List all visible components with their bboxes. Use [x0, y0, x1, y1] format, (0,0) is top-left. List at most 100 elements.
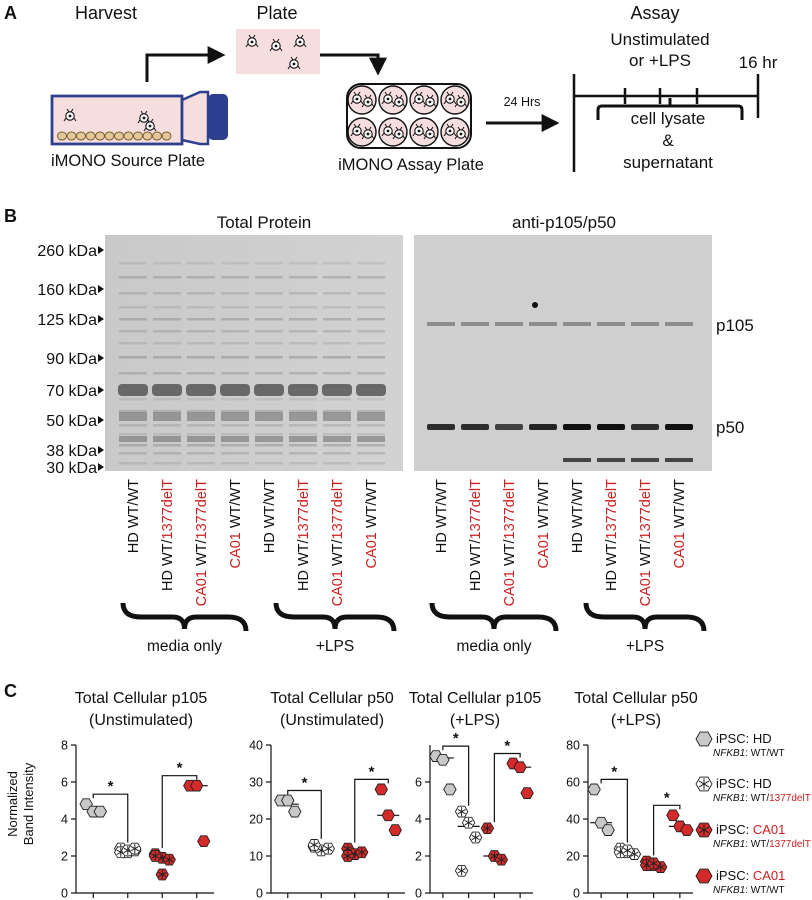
legend: iPSC: HD NFKB1: WT/WT iPSC: HD NFKB1: WT/13… — [695, 731, 811, 896]
gel-band — [221, 318, 249, 321]
brace-icon — [583, 602, 707, 632]
gel-band — [187, 412, 215, 421]
y-tick-label: 80 — [566, 739, 580, 753]
gel-band — [221, 262, 249, 265]
scatter-chart: Total Cellular p105 (+LPS) 0 2 4 6 * * — [409, 690, 542, 900]
gel-band — [221, 372, 249, 375]
p50-band — [631, 424, 659, 430]
gel-band-major — [356, 384, 386, 396]
legend-genotype: NFKB1: WT/WT — [713, 748, 785, 759]
lane-label: CA01 WT/WT — [536, 479, 552, 569]
gel-band — [289, 424, 317, 427]
legend-label: iPSC: CA01 — [716, 868, 785, 883]
data-point — [197, 835, 211, 848]
lane-label: HD WT/1377delT — [296, 479, 312, 591]
adherent-cell-icon — [85, 131, 96, 141]
gel-band — [153, 306, 181, 309]
brace-label: +LPS — [626, 638, 664, 655]
y-tick-label: 4 — [61, 813, 68, 827]
significance-bracket — [161, 775, 198, 849]
panel-c: C Normalized Band Intensity Total Cellul… — [4, 681, 811, 900]
lane-label: HD WT/WT — [262, 479, 278, 553]
significance-star: * — [108, 778, 114, 795]
data-point — [461, 816, 476, 829]
total-protein-title: Total Protein — [217, 213, 312, 232]
gel-band — [119, 398, 147, 401]
scatter-chart: Total Cellular p50 (Unstimulated) 0 10 20 30 4… — [249, 690, 405, 900]
p105-band — [427, 322, 455, 326]
p50-band — [461, 424, 489, 430]
cell-icon — [269, 38, 283, 52]
marker-triangle-icon — [98, 246, 104, 254]
p50-band — [563, 424, 591, 430]
gel-band — [153, 433, 181, 436]
gel-band — [323, 412, 351, 421]
gel-band — [255, 262, 283, 265]
cell-icon — [361, 126, 375, 140]
gel-band — [153, 292, 181, 295]
significance-bracket — [287, 789, 322, 839]
scatter-chart: Total Cellular p50 (+LPS) 0 20 40 60 80 * * — [566, 690, 698, 900]
gel-band — [119, 412, 147, 421]
cell-icon — [361, 94, 375, 108]
gel-band — [119, 452, 147, 455]
adherent-cell-icon — [66, 131, 77, 141]
assay-label: Assay — [630, 3, 679, 23]
data-point — [468, 831, 483, 844]
lane-label: HD WT/WT — [434, 479, 450, 553]
western-blot-gel — [414, 235, 712, 471]
gel-band — [289, 372, 317, 375]
scatter-chart: Total Cellular p105 (Unstimulated) 0 2 4 6 8 * * — [61, 690, 214, 900]
gel-band — [221, 433, 249, 436]
brace-label: media only — [457, 638, 532, 655]
gel-band — [187, 306, 215, 309]
gel-band-major — [322, 384, 352, 396]
gel-band — [221, 410, 249, 413]
legend-label: iPSC: HD — [716, 776, 772, 791]
gel-band — [221, 330, 249, 333]
gel-band — [289, 452, 317, 455]
gel-band-major — [152, 384, 182, 396]
gel-band — [119, 433, 147, 436]
gel-band — [187, 452, 215, 455]
data-point — [454, 805, 469, 818]
y-tick-label: 0 — [573, 887, 580, 900]
brace-icon — [429, 602, 559, 632]
significance-star: * — [302, 775, 308, 792]
gel-band — [187, 398, 215, 401]
gel-band — [221, 444, 249, 447]
harvest-arrow-icon — [145, 46, 226, 82]
cell-icon — [293, 34, 307, 48]
gel-band — [357, 444, 385, 447]
lane-label: HD WT/WT — [126, 479, 142, 553]
hrs24-label: 24 Hrs — [504, 95, 541, 109]
cell-icon — [454, 126, 468, 140]
gel-band — [187, 356, 215, 359]
legend-genotype: NFKB1: WT/WT — [713, 885, 785, 896]
data-point — [381, 809, 395, 822]
gel-band — [255, 398, 283, 401]
brace-icon — [120, 602, 249, 632]
gel-band — [153, 262, 181, 265]
gel-band — [255, 276, 283, 279]
gel-band — [289, 292, 317, 295]
data-point — [288, 805, 302, 818]
scatter-charts: Total Cellular p105 (Unstimulated) 0 2 4 6 8 * *… — [61, 690, 698, 900]
gel-band — [153, 356, 181, 359]
gel-band — [119, 276, 147, 279]
gel-band — [357, 306, 385, 309]
y-tick-label: 40 — [249, 739, 263, 753]
gel-band — [119, 462, 147, 465]
gel-band — [289, 330, 317, 333]
gel-band — [255, 318, 283, 321]
gel-band — [289, 318, 317, 321]
gel-band — [323, 372, 351, 375]
gel-band — [153, 330, 181, 333]
gel-band — [119, 424, 147, 427]
adherent-cell-icon — [123, 131, 134, 141]
cell-icon — [392, 126, 406, 140]
adherent-cell-icon — [57, 131, 67, 141]
gel-band — [153, 436, 181, 442]
gel-band — [289, 462, 317, 465]
p105-band — [665, 322, 693, 326]
